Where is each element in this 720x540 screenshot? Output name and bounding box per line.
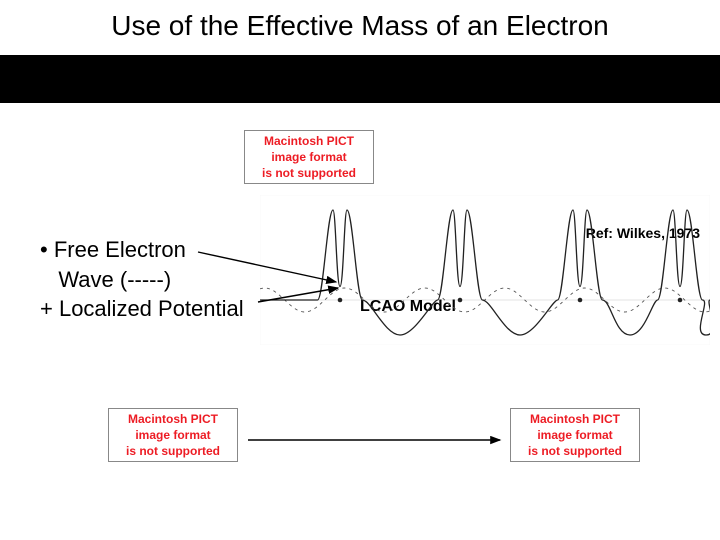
pict-error-box: Macintosh PICT image format is not suppo… bbox=[510, 408, 640, 462]
pict-error-line: image format bbox=[528, 427, 622, 443]
bullet-line: • Free Electron bbox=[40, 235, 244, 265]
pict-error-line: is not supported bbox=[126, 443, 220, 459]
bullet-block: • Free Electron Wave (-----) + Localized… bbox=[40, 235, 244, 324]
pict-error-line: Macintosh PICT bbox=[262, 133, 356, 149]
pict-error-box: Macintosh PICT image format is not suppo… bbox=[108, 408, 238, 462]
pict-error-box: Macintosh PICT image format is not suppo… bbox=[244, 130, 374, 184]
bullet-line: + Localized Potential bbox=[40, 294, 244, 324]
pict-error-line: image format bbox=[262, 149, 356, 165]
pict-error-line: is not supported bbox=[262, 165, 356, 181]
pict-error-line: Macintosh PICT bbox=[126, 411, 220, 427]
pict-error-line: is not supported bbox=[528, 443, 622, 459]
waveform-chart bbox=[260, 195, 710, 345]
pict-error-line: Macintosh PICT bbox=[528, 411, 622, 427]
bullet-line: Wave (-----) bbox=[40, 265, 244, 295]
pict-error-line: image format bbox=[126, 427, 220, 443]
page-title: Use of the Effective Mass of an Electron bbox=[0, 10, 720, 42]
header-band bbox=[0, 55, 720, 103]
